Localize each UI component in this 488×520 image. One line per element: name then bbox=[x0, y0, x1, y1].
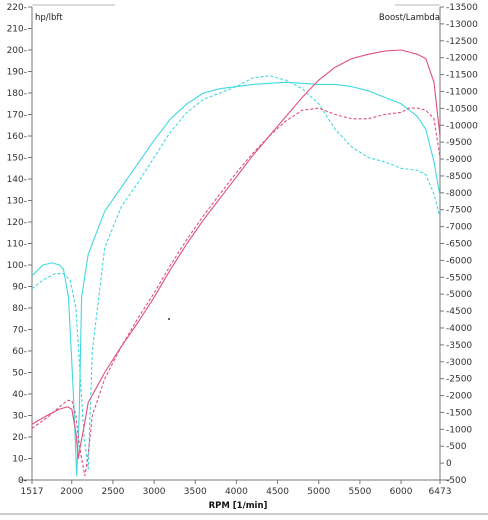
y-right-tick-label: -6500 bbox=[446, 240, 472, 250]
y-right-tick-label: -1000 bbox=[446, 425, 472, 435]
y-left-tick-label: 30- bbox=[12, 412, 27, 422]
series-line-4 bbox=[31, 107, 441, 477]
x-tick-label: 6000 bbox=[390, 487, 413, 497]
y-left-tick-label: 200- bbox=[7, 46, 27, 56]
x-tick-label: 3500 bbox=[184, 487, 207, 497]
y-right-tick-label: -11000 bbox=[446, 87, 478, 97]
x-tick-label: 1517 bbox=[21, 487, 44, 497]
y-left-tick-label: 140- bbox=[7, 175, 27, 185]
series-line-3 bbox=[31, 49, 441, 460]
x-tick-label: 2500 bbox=[101, 487, 124, 497]
y-left-tick-label: 20- bbox=[12, 433, 27, 443]
y-left-tick-label: 90- bbox=[12, 283, 27, 293]
y-right-tick-label: -12000 bbox=[446, 54, 478, 64]
y-right-tick-label: -13500 bbox=[446, 3, 478, 13]
y-left-tick-label: 70- bbox=[12, 326, 27, 336]
series-line-1 bbox=[31, 81, 441, 477]
y-right-tick-label: -10000 bbox=[446, 121, 478, 131]
stray-dot bbox=[168, 318, 170, 320]
y-left-tick-label: 180- bbox=[7, 89, 27, 99]
x-tick-label: 5000 bbox=[307, 487, 330, 497]
y-left-tick-label: 170- bbox=[7, 111, 27, 121]
x-tick-label: 6473 bbox=[429, 487, 452, 497]
y-right-tick-label: -4000 bbox=[446, 324, 472, 334]
y-left-tick-label: 210- bbox=[7, 25, 27, 35]
series-line-2 bbox=[31, 75, 441, 470]
y-right-tick-label: -7000 bbox=[446, 223, 472, 233]
x-axis-title: RPM [1/min] bbox=[209, 501, 268, 511]
y-right-tick-label: -5000 bbox=[446, 290, 472, 300]
y-left-unit-label: hp/lbft bbox=[35, 13, 63, 23]
y-right-tick-label: -3000 bbox=[446, 358, 472, 368]
y-right-tick-label: -5500 bbox=[446, 273, 472, 283]
y-right-tick-label: -9000 bbox=[446, 155, 472, 165]
y-left-tick-label: 150- bbox=[7, 154, 27, 164]
y-right-tick-label: -13000 bbox=[446, 20, 478, 30]
y-right-tick-label: -12500 bbox=[446, 37, 478, 47]
y-right-tick-label: -4500 bbox=[446, 307, 472, 317]
y-left-tick-label: 120- bbox=[7, 218, 27, 228]
y-right-tick-label: -3500 bbox=[446, 341, 472, 351]
y-left-axis: 0- 10- 20- 30- 40- 50- 60- 70- 80- 90- 100- 110- 120… bbox=[7, 3, 32, 486]
series-layer bbox=[31, 49, 441, 477]
y-right-tick-label: -8500 bbox=[446, 172, 472, 182]
y-right-tick-label: -11500 bbox=[446, 71, 478, 81]
x-tick-label: 5500 bbox=[348, 487, 371, 497]
y-left-tick-label: 50- bbox=[12, 369, 27, 379]
y-right-tick-label: 0 bbox=[446, 459, 452, 469]
y-right-tick-label: -2000 bbox=[446, 392, 472, 402]
y-left-tick-label: 10- bbox=[12, 455, 27, 465]
y-right-tick-label: -500 bbox=[446, 476, 467, 486]
y-right-tick-label: -8000 bbox=[446, 189, 472, 199]
y-left-tick-label: 40- bbox=[12, 390, 27, 400]
y-right-tick-label: -6000 bbox=[446, 256, 472, 266]
x-tick-label: 4000 bbox=[225, 487, 248, 497]
y-right-tick-label: -500 bbox=[446, 442, 467, 452]
y-right-tick-label: -2500 bbox=[446, 375, 472, 385]
y-left-tick-label: 220- bbox=[7, 3, 27, 13]
y-right-axis: -5000-500-1000-1500-2000-2500-3000-3500-… bbox=[440, 3, 478, 486]
x-tick-label: 4500 bbox=[266, 487, 289, 497]
y-left-tick-label: 130- bbox=[7, 197, 27, 207]
plot-frame bbox=[0, 4, 488, 515]
y-left-tick-label: 100- bbox=[7, 261, 27, 271]
y-left-tick-label: 0- bbox=[18, 476, 27, 486]
y-right-tick-label: -10500 bbox=[446, 104, 478, 114]
y-left-tick-label: 80- bbox=[12, 304, 27, 314]
y-right-tick-label: -1500 bbox=[446, 408, 472, 418]
y-left-tick-label: 190- bbox=[7, 68, 27, 78]
y-left-tick-label: 60- bbox=[12, 347, 27, 357]
y-right-unit-label: Boost/Lambda bbox=[379, 13, 440, 23]
y-left-tick-label: 110- bbox=[7, 240, 27, 250]
y-right-tick-label: -7500 bbox=[446, 206, 472, 216]
y-right-tick-label: -9500 bbox=[446, 138, 472, 148]
x-tick-label: 2000 bbox=[60, 487, 83, 497]
x-axis: 1517 2000 2500 3000 3500 4000 4500 5000 5500 6000… bbox=[21, 480, 452, 497]
x-tick-label: 3000 bbox=[143, 487, 166, 497]
y-left-tick-label: 160- bbox=[7, 132, 27, 142]
